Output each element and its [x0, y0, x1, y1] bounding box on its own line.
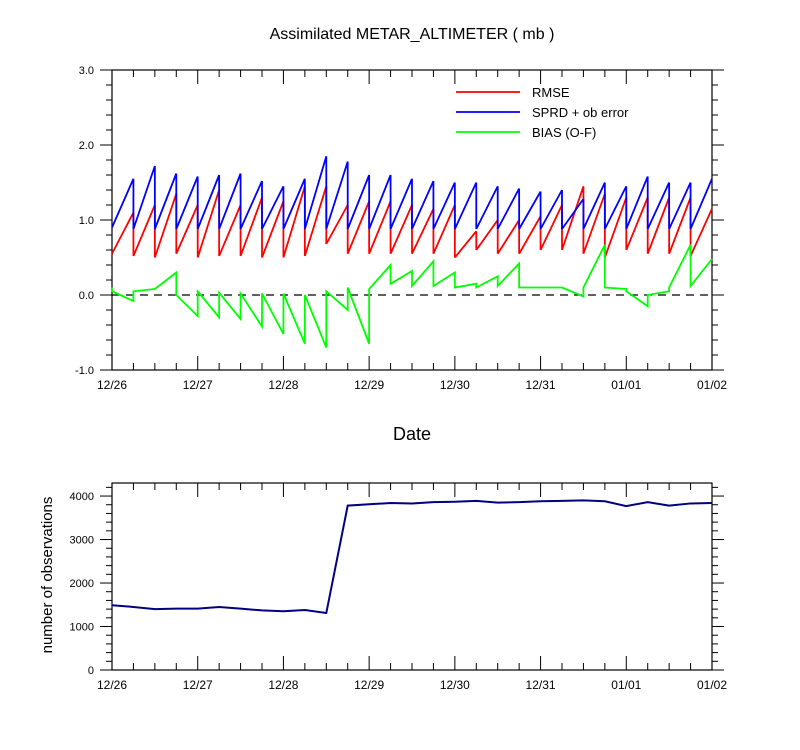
y-tick-label: 2000: [70, 578, 94, 590]
x-tick-label: 12/28: [268, 678, 298, 692]
x-tick-label: 12/28: [268, 378, 298, 392]
x-tick-label: 12/30: [440, 378, 470, 392]
top-chart-title: Assimilated METAR_ALTIMETER ( mb ): [270, 26, 555, 43]
y-tick-label: 0: [88, 665, 94, 677]
y-tick-label: 2.0: [79, 140, 94, 152]
x-tick-label: 12/31: [526, 678, 556, 692]
bottom-chart: 12/26 12/27 12/28 12/29 12/30 12/31 01/01 01/02…: [70, 482, 727, 692]
x-tick-label: 12/27: [183, 678, 213, 692]
x-tick-label: 12/29: [354, 378, 384, 392]
legend-label: BIAS (O-F): [532, 125, 596, 140]
series-line-bias: [111, 244, 713, 348]
top-chart: 12/26 12/27 12/28 12/29 12/30 12/31 01/01 01/02…: [75, 65, 727, 392]
x-tick-label: 01/02: [697, 378, 727, 392]
y-tick-label: 3000: [70, 535, 94, 547]
series-line-observations: [111, 499, 713, 615]
y-tick-label: 0.0: [79, 290, 94, 302]
x-tick-label: 01/01: [611, 678, 641, 692]
x-tick-label: 01/01: [611, 378, 641, 392]
series-line-sprd: [111, 155, 713, 230]
y-tick-label: 1000: [70, 622, 94, 634]
x-tick-label: 12/30: [440, 678, 470, 692]
y-tick-label: 1.0: [79, 215, 94, 227]
top-chart-x-axis-label: Date: [393, 424, 431, 444]
y-tick-label: -1.0: [75, 365, 94, 377]
x-tick-label: 12/26: [97, 678, 127, 692]
y-tick-label: 3.0: [79, 65, 94, 77]
x-tick-label: 12/27: [183, 378, 213, 392]
legend-label: SPRD + ob error: [532, 105, 629, 120]
bottom-chart-y-axis-label: number of observations: [39, 497, 56, 654]
x-tick-label: 12/29: [354, 678, 384, 692]
legend-label: RMSE: [532, 85, 570, 100]
plot-frame: [111, 482, 713, 671]
x-tick-label: 01/02: [697, 678, 727, 692]
x-tick-label: 12/31: [526, 378, 556, 392]
x-tick-label: 12/26: [97, 378, 127, 392]
y-tick-label: 4000: [70, 491, 94, 503]
